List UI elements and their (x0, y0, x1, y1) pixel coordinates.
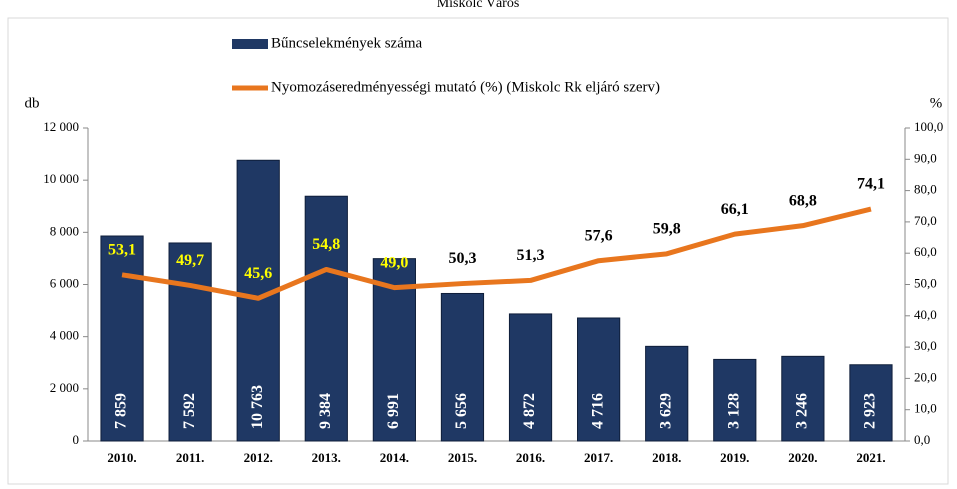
line-value-label: 45,6 (244, 265, 272, 282)
chart-title: Miskolc Város (437, 0, 520, 11)
line-value-label: 68,8 (789, 192, 817, 209)
y2-tick-label: 20,0 (914, 369, 937, 384)
line-value-label: 74,1 (857, 176, 885, 193)
x-tick-label: 2019. (720, 450, 749, 465)
line-value-label: 54,8 (312, 236, 340, 253)
y-axis-label: db (25, 95, 40, 111)
y2-tick-label: 0,0 (914, 432, 930, 447)
x-tick-label: 2021. (856, 450, 885, 465)
y-tick-label: 4 000 (50, 328, 79, 343)
y2-tick-label: 100,0 (914, 119, 943, 134)
x-tick-label: 2020. (788, 450, 817, 465)
x-tick-label: 2010. (107, 450, 136, 465)
bar-value-label: 10 763 (249, 385, 266, 429)
line-value-label: 50,3 (448, 250, 476, 267)
y-tick-label: 10 000 (43, 171, 79, 186)
line-value-label: 49,7 (176, 252, 204, 269)
bar-value-label: 3 246 (794, 393, 811, 429)
x-tick-label: 2018. (652, 450, 681, 465)
y2-tick-label: 50,0 (914, 275, 937, 290)
y2-tick-label: 90,0 (914, 150, 937, 165)
bar-value-label: 3 128 (725, 393, 742, 429)
legend-swatch (232, 39, 268, 49)
x-tick-label: 2011. (176, 450, 205, 465)
y2-tick-label: 80,0 (914, 182, 937, 197)
y-tick-label: 8 000 (50, 223, 79, 238)
x-tick-label: 2014. (380, 450, 409, 465)
x-tick-label: 2013. (312, 450, 341, 465)
x-tick-label: 2015. (448, 450, 477, 465)
x-tick-label: 2016. (516, 450, 545, 465)
line-value-label: 66,1 (721, 201, 749, 218)
y-tick-label: 6 000 (50, 275, 79, 290)
x-tick-label: 2017. (584, 450, 613, 465)
y-tick-label: 12 000 (43, 119, 79, 134)
bar-value-label: 6 991 (385, 393, 402, 429)
line-value-label: 57,6 (585, 227, 613, 244)
bar-value-label: 4 716 (589, 393, 606, 429)
y2-tick-label: 70,0 (914, 213, 937, 228)
y2-tick-label: 30,0 (914, 338, 937, 353)
chart: Miskolc Város db % 0 2 000 4 000 6 000 8 000… (0, 0, 957, 489)
y-tick-label: 2 000 (50, 380, 79, 395)
line-value-label: 49,0 (380, 254, 408, 271)
bar-value-label: 4 872 (521, 393, 538, 429)
bar-value-label: 9 384 (317, 393, 334, 429)
y2-tick-label: 10,0 (914, 401, 937, 416)
y-tick-label: 0 (73, 432, 80, 447)
bar-value-label: 5 656 (453, 393, 470, 429)
line-value-label: 53,1 (108, 241, 136, 258)
y2-tick-label: 40,0 (914, 307, 937, 322)
y2-axis-label: % (930, 95, 943, 111)
bar-value-label: 2 923 (862, 393, 879, 429)
x-tick-label: 2012. (244, 450, 273, 465)
legend-label: Bűncselekmények száma (271, 35, 423, 51)
bar-value-label: 3 629 (657, 393, 674, 429)
legend-label: Nyomozáseredményességi mutató (%) (Misko… (271, 79, 660, 95)
line-value-label: 51,3 (517, 247, 545, 264)
bar-value-label: 7 592 (181, 393, 198, 429)
y2-tick-label: 60,0 (914, 244, 937, 259)
line-value-label: 59,8 (653, 220, 681, 237)
bar-value-label: 7 859 (113, 393, 130, 429)
